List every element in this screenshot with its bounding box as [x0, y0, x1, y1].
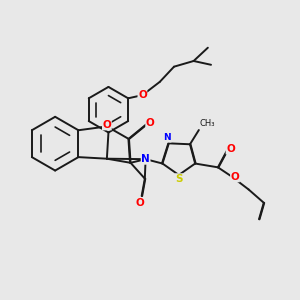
Text: O: O: [231, 172, 239, 182]
Text: N: N: [141, 154, 150, 164]
Text: CH₃: CH₃: [200, 118, 215, 127]
Text: O: O: [146, 118, 154, 128]
Text: S: S: [175, 174, 183, 184]
Text: O: O: [138, 89, 147, 100]
Text: N: N: [164, 133, 171, 142]
Text: O: O: [103, 120, 111, 130]
Text: O: O: [226, 144, 235, 154]
Text: O: O: [136, 198, 145, 208]
